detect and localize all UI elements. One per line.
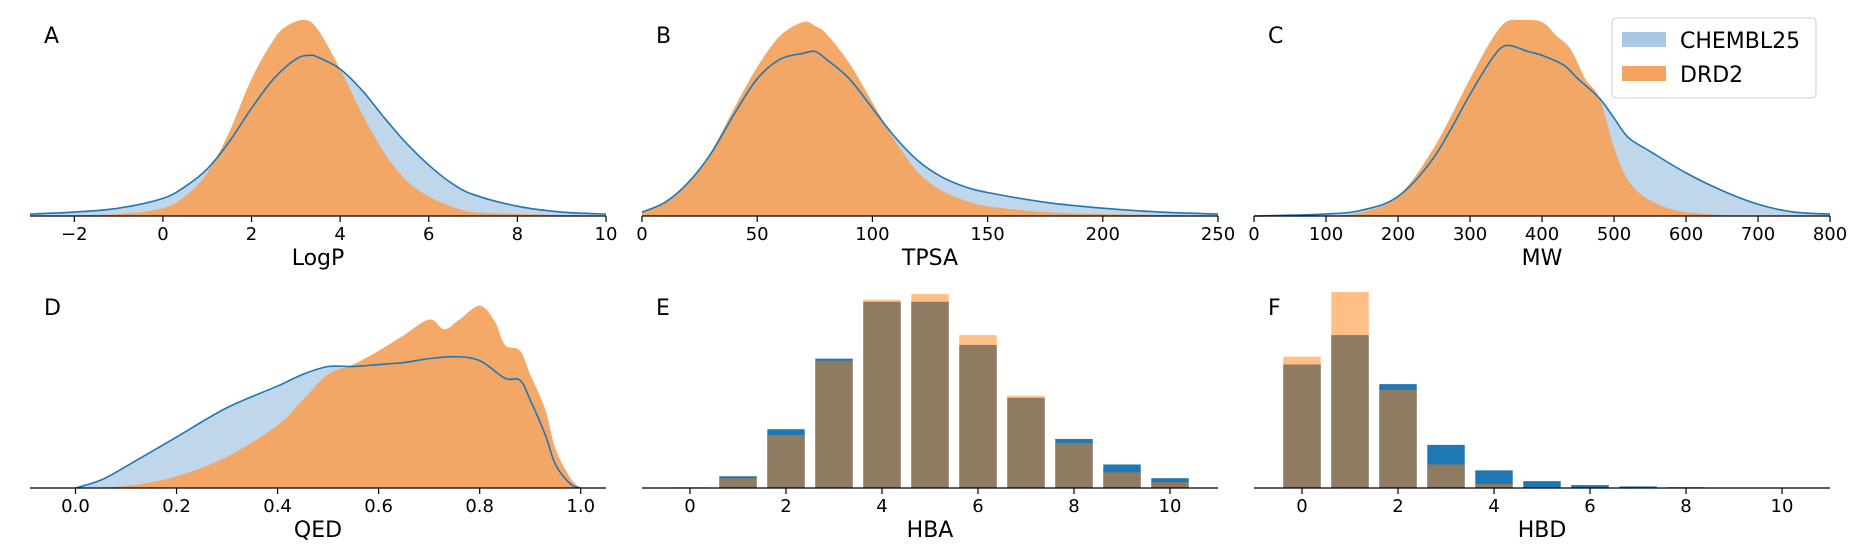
x-tick-label: 100 <box>855 224 889 245</box>
density-line-chembl25 <box>641 50 1219 215</box>
legend: CHEMBL25 DRD2 <box>1611 17 1817 99</box>
bar-drd2 <box>1151 482 1189 488</box>
x-tick-label: 0 <box>1296 496 1307 517</box>
bar-chembl25 <box>1619 486 1657 488</box>
bar-drd2 <box>911 293 949 488</box>
bar-drd2 <box>959 335 997 488</box>
x-tick-label: 0.2 <box>162 496 191 517</box>
bar-drd2 <box>1427 464 1465 488</box>
x-tick-label: 250 <box>1201 224 1235 245</box>
x-tick-label: 0 <box>684 496 695 517</box>
x-axis-label: TPSA <box>901 246 958 271</box>
panel-c: C 0 100 200 300 400 500 600 700 800 MW <box>1248 19 1847 271</box>
x-tick-label: 150 <box>970 224 1004 245</box>
bar-drd2 <box>719 478 757 488</box>
x-tick-label: −2 <box>61 224 88 245</box>
panel-b: B 0 50 100 150 200 250 TPSA <box>636 21 1235 271</box>
x-tick-label: 600 <box>1669 224 1703 245</box>
x-tick-label: 4 <box>334 224 345 245</box>
bar-drd2 <box>767 435 805 488</box>
density-line-chembl25 <box>75 355 582 489</box>
panel-e: E 0 2 4 6 8 10 HBA <box>642 293 1218 543</box>
x-axis-label: QED <box>294 518 342 543</box>
x-tick-label: 800 <box>1813 224 1847 245</box>
panel-letter-b: B <box>656 24 671 49</box>
density-line-chembl25 <box>29 54 607 215</box>
x-tick-label: 2 <box>1392 496 1403 517</box>
x-axis-label: MW <box>1522 246 1563 271</box>
bar-drd2 <box>863 299 901 488</box>
density-area-drd2 <box>30 19 606 217</box>
x-tick-label: 4 <box>876 496 887 517</box>
panel-letter-a: A <box>44 24 59 49</box>
panel-a: A −2 0 2 4 6 8 10 LogP <box>29 19 618 271</box>
x-tick-label: 2 <box>246 224 257 245</box>
panel-letter-e: E <box>656 296 670 321</box>
x-tick-label: 8 <box>1068 496 1079 517</box>
x-tick-label: 2 <box>780 496 791 517</box>
x-tick-label: 6 <box>423 224 434 245</box>
bar-drd2 <box>1331 292 1369 488</box>
bar-drd2 <box>1055 442 1093 488</box>
x-axis-label: HBA <box>907 518 954 543</box>
legend-label-drd2: DRD2 <box>1680 63 1743 88</box>
x-tick-label: 300 <box>1453 224 1487 245</box>
x-tick-label: 100 <box>1309 224 1343 245</box>
x-tick-label: 10 <box>1771 496 1794 517</box>
bar-chembl25 <box>1523 481 1561 488</box>
x-tick-label: 4 <box>1488 496 1499 517</box>
density-line-chembl25 <box>1253 44 1831 217</box>
bar-drd2 <box>1103 472 1141 488</box>
x-tick-label: 10 <box>595 224 618 245</box>
x-tick-label: 1.0 <box>566 496 595 517</box>
x-tick-label: 0 <box>157 224 168 245</box>
bar-drd2 <box>1283 356 1321 488</box>
x-tick-label: 8 <box>512 224 523 245</box>
x-tick-label: 0 <box>1248 224 1259 245</box>
bar-chembl25 <box>1571 485 1609 488</box>
panel-letter-f: F <box>1268 296 1281 321</box>
bar-drd2 <box>815 360 853 488</box>
x-tick-label: 0 <box>636 224 647 245</box>
legend-label-chembl25: CHEMBL25 <box>1680 29 1800 54</box>
x-tick-label: 0.0 <box>61 496 90 517</box>
bar-drd2 <box>1007 395 1045 488</box>
legend-swatch-chembl25 <box>1622 32 1666 47</box>
x-tick-label: 0.8 <box>465 496 494 517</box>
x-tick-label: 8 <box>1680 496 1691 517</box>
density-area-drd2 <box>1254 19 1830 217</box>
legend-swatch-drd2 <box>1622 66 1666 81</box>
x-tick-label: 500 <box>1597 224 1631 245</box>
panel-letter-d: D <box>44 296 61 321</box>
x-tick-label: 200 <box>1086 224 1120 245</box>
panel-f: F 0 2 4 6 8 10 HBD <box>1254 292 1830 543</box>
bar-drd2 <box>1379 390 1417 488</box>
panel-letter-c: C <box>1268 24 1283 49</box>
x-axis-label: LogP <box>292 246 345 271</box>
x-tick-label: 50 <box>746 224 769 245</box>
panel-d: D 0.0 0.2 0.4 0.6 0.8 1.0 QED <box>30 296 606 543</box>
x-tick-label: 0.6 <box>364 496 393 517</box>
bar-chembl25 <box>1475 470 1513 488</box>
x-axis-label: HBD <box>1518 518 1567 543</box>
x-tick-label: 200 <box>1381 224 1415 245</box>
x-tick-label: 700 <box>1741 224 1775 245</box>
density-area-drd2 <box>75 305 581 488</box>
x-tick-label: 0.4 <box>263 496 292 517</box>
x-tick-label: 6 <box>1584 496 1595 517</box>
x-tick-label: 10 <box>1159 496 1182 517</box>
density-area-drd2 <box>642 21 1218 217</box>
bar-drd2 <box>1475 484 1513 488</box>
x-tick-label: 6 <box>972 496 983 517</box>
x-tick-label: 400 <box>1525 224 1559 245</box>
